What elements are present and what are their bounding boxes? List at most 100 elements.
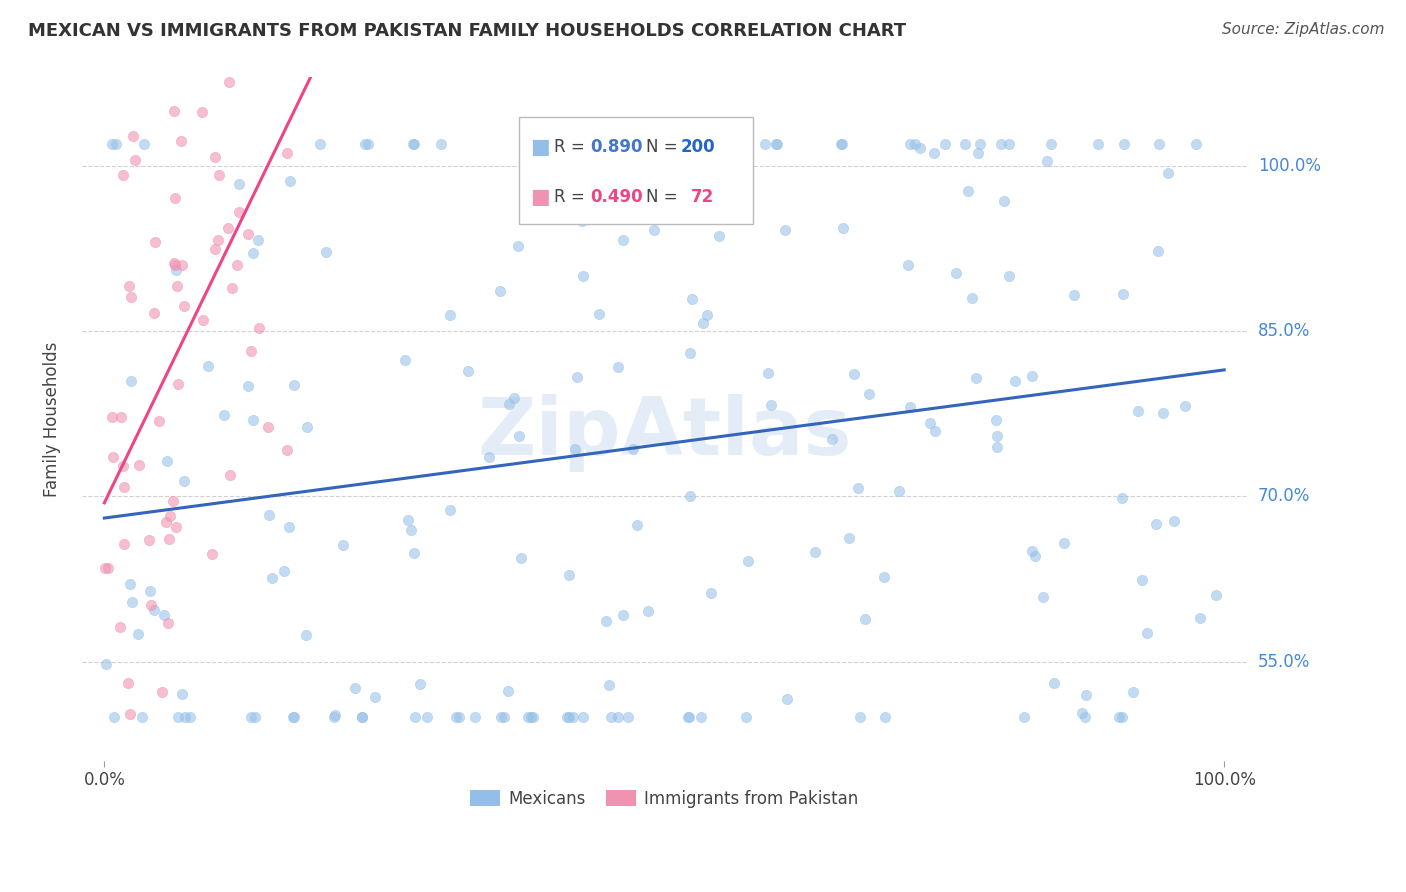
Point: [127, 627, 149, 641]
Point: [887, 483, 910, 498]
Text: ■: ■: [530, 187, 550, 207]
Point: [612, 233, 634, 247]
Point: [105, 136, 128, 151]
Point: [600, 710, 623, 724]
Point: [503, 392, 526, 406]
Point: [94, 561, 117, 575]
Point: [898, 400, 921, 414]
Point: [831, 221, 853, 235]
Point: [111, 168, 134, 182]
Point: [110, 410, 132, 425]
Point: [637, 603, 659, 617]
Point: [643, 223, 665, 237]
Point: [998, 269, 1021, 284]
Point: [167, 710, 190, 724]
Point: [402, 136, 425, 151]
Point: [278, 174, 301, 188]
Point: [1146, 244, 1168, 258]
Point: [162, 103, 184, 118]
Point: [280, 48, 302, 62]
Point: [595, 615, 617, 629]
Point: [174, 710, 197, 724]
Point: [165, 259, 187, 273]
Point: [1152, 406, 1174, 420]
Point: [1043, 675, 1066, 690]
Point: [491, 710, 513, 724]
Point: [157, 616, 180, 631]
Point: [969, 136, 991, 151]
Point: [464, 710, 486, 724]
Point: [598, 678, 620, 692]
Point: [364, 690, 387, 705]
Point: [120, 375, 142, 389]
Point: [709, 136, 731, 151]
Point: [356, 136, 378, 151]
Point: [201, 547, 224, 561]
Point: [965, 370, 987, 384]
Text: 55.0%: 55.0%: [1258, 653, 1310, 671]
Point: [567, 369, 589, 384]
Point: [522, 710, 544, 724]
Point: [167, 376, 190, 391]
Point: [765, 136, 787, 151]
Point: [143, 306, 166, 320]
Point: [242, 245, 264, 260]
Point: [830, 136, 852, 151]
Point: [131, 710, 153, 724]
Point: [273, 564, 295, 578]
Point: [247, 320, 270, 334]
Point: [217, 220, 239, 235]
Point: [1063, 288, 1085, 302]
Point: [115, 48, 138, 62]
Point: [898, 136, 921, 151]
Point: [260, 571, 283, 585]
Point: [352, 710, 374, 724]
Point: [173, 474, 195, 488]
Point: [257, 420, 280, 434]
Point: [612, 607, 634, 622]
Point: [243, 710, 266, 724]
Point: [204, 150, 226, 164]
Point: [267, 48, 290, 62]
Point: [309, 136, 332, 151]
Point: [120, 290, 142, 304]
Point: [325, 708, 347, 723]
Text: N =: N =: [645, 138, 682, 156]
Point: [609, 136, 631, 151]
Point: [699, 585, 721, 599]
Point: [858, 387, 880, 401]
Point: [416, 710, 439, 724]
Point: [564, 442, 586, 457]
Point: [908, 141, 931, 155]
Point: [155, 515, 177, 529]
Point: [1147, 136, 1170, 151]
Point: [696, 309, 718, 323]
Text: 70.0%: 70.0%: [1258, 487, 1310, 506]
Point: [112, 537, 135, 551]
Point: [922, 146, 945, 161]
Text: R =: R =: [554, 188, 591, 206]
Text: 100.0%: 100.0%: [1258, 157, 1320, 175]
Point: [1004, 374, 1026, 388]
Point: [277, 519, 299, 533]
Point: [627, 136, 650, 151]
Point: [271, 48, 294, 62]
Point: [191, 105, 214, 120]
Point: [803, 545, 825, 559]
Text: 0.890: 0.890: [591, 138, 643, 156]
Point: [121, 595, 143, 609]
Point: [297, 48, 319, 62]
Point: [1188, 611, 1211, 625]
Text: MEXICAN VS IMMIGRANTS FROM PAKISTAN FAMILY HOUSEHOLDS CORRELATION CHART: MEXICAN VS IMMIGRANTS FROM PAKISTAN FAMI…: [28, 22, 907, 40]
Point: [165, 191, 187, 205]
Text: 0.490: 0.490: [591, 188, 644, 206]
Point: [626, 518, 648, 533]
Point: [228, 177, 250, 191]
Point: [212, 408, 235, 422]
Point: [676, 710, 699, 724]
Point: [1087, 136, 1109, 151]
Point: [838, 531, 860, 545]
Point: [990, 136, 1012, 151]
Point: [297, 420, 319, 434]
Point: [986, 440, 1008, 454]
